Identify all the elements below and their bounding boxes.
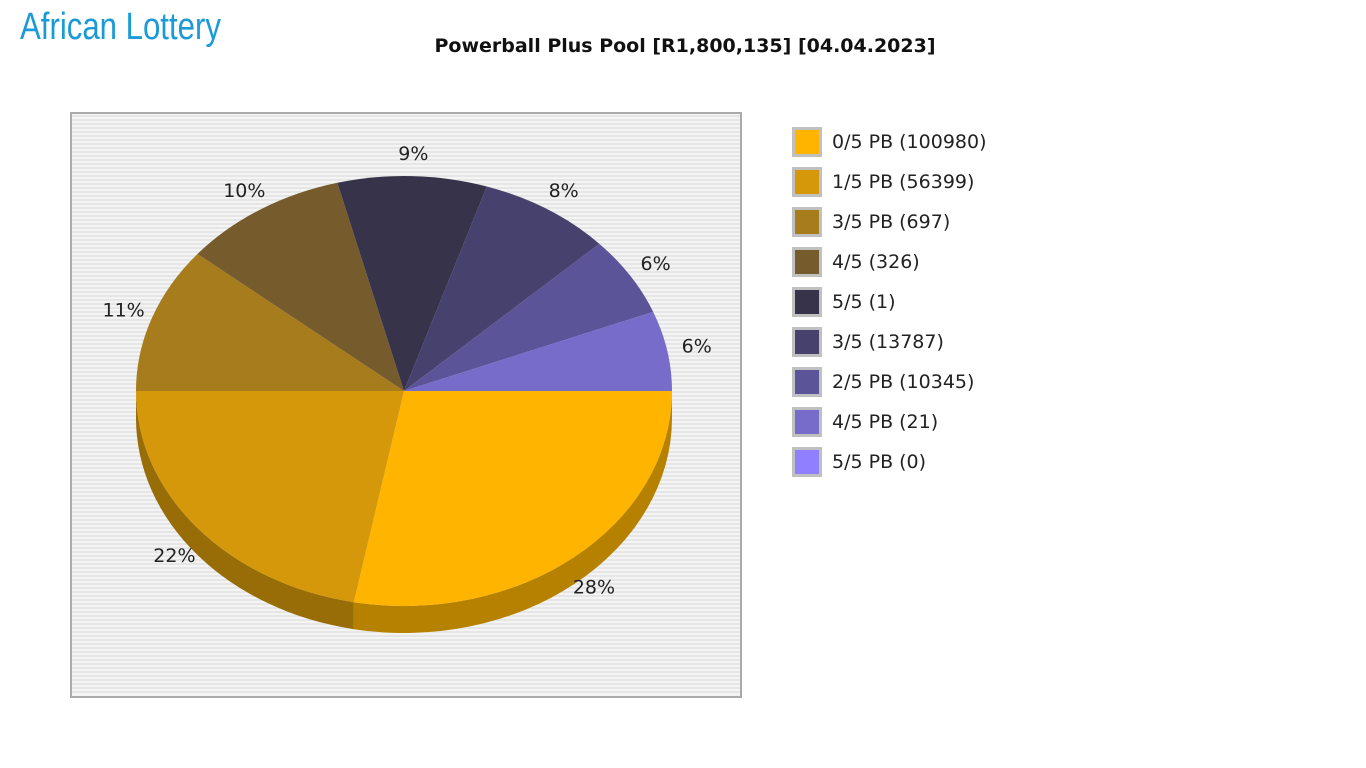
pie-slice[interactable] xyxy=(337,176,487,391)
pie-slice-percent-label: 6% xyxy=(682,336,712,358)
legend-label: 1/5 PB (56399) xyxy=(832,171,975,193)
legend-item: 4/5 PB (21) xyxy=(792,402,987,442)
pie-slice-percent-label: 6% xyxy=(641,253,671,275)
legend-label: 5/5 (1) xyxy=(832,291,896,313)
pie-slice-percent-label: 9% xyxy=(398,143,428,165)
legend-item: 2/5 PB (10345) xyxy=(792,362,987,402)
pie-slice[interactable] xyxy=(136,391,404,603)
pie-slice-percent-label: 28% xyxy=(573,577,615,599)
legend-swatch xyxy=(792,327,822,357)
legend: 0/5 PB (100980) 1/5 PB (56399) 3/5 PB (697… xyxy=(792,122,987,482)
legend-swatch xyxy=(792,447,822,477)
pie-slice[interactable] xyxy=(404,243,654,391)
legend-item: 3/5 PB (697) xyxy=(792,202,987,242)
chart-title: Powerball Plus Pool [R1,800,135] [04.04.… xyxy=(434,35,936,57)
legend-swatch xyxy=(792,407,822,437)
pie-slice[interactable] xyxy=(404,311,672,391)
legend-swatch xyxy=(792,247,822,277)
legend-item: 1/5 PB (56399) xyxy=(792,162,987,202)
pie-slice[interactable] xyxy=(197,182,404,391)
legend-label: 3/5 (13787) xyxy=(832,331,944,353)
legend-swatch xyxy=(792,127,822,157)
pie-slice[interactable] xyxy=(353,391,672,606)
pie-slice-percent-label: 10% xyxy=(223,180,265,202)
african-lottery-logo[interactable]: African Lottery xyxy=(20,6,221,48)
legend-item: 4/5 (326) xyxy=(792,242,987,282)
legend-label: 4/5 (326) xyxy=(832,251,920,273)
legend-label: 0/5 PB (100980) xyxy=(832,131,987,153)
legend-item: 0/5 PB (100980) xyxy=(792,122,987,162)
pie-slice-percent-label: 8% xyxy=(549,180,579,202)
legend-label: 4/5 PB (21) xyxy=(832,411,939,433)
legend-item: 3/5 (13787) xyxy=(792,322,987,362)
pie-slice-percent-label: 11% xyxy=(103,300,145,322)
legend-label: 5/5 PB (0) xyxy=(832,451,927,473)
legend-swatch xyxy=(792,207,822,237)
pie-slice-side xyxy=(136,391,354,630)
legend-label: 3/5 PB (697) xyxy=(832,211,951,233)
legend-item: 5/5 PB (0) xyxy=(792,442,987,482)
legend-swatch xyxy=(792,367,822,397)
legend-item: 5/5 (1) xyxy=(792,282,987,322)
pie-slice-side xyxy=(353,391,672,633)
pie-slice[interactable] xyxy=(136,253,404,391)
legend-swatch xyxy=(792,287,822,317)
pie-slice[interactable] xyxy=(404,186,600,391)
legend-label: 2/5 PB (10345) xyxy=(832,371,975,393)
legend-swatch xyxy=(792,167,822,197)
pie-slice-percent-label: 22% xyxy=(153,545,195,567)
